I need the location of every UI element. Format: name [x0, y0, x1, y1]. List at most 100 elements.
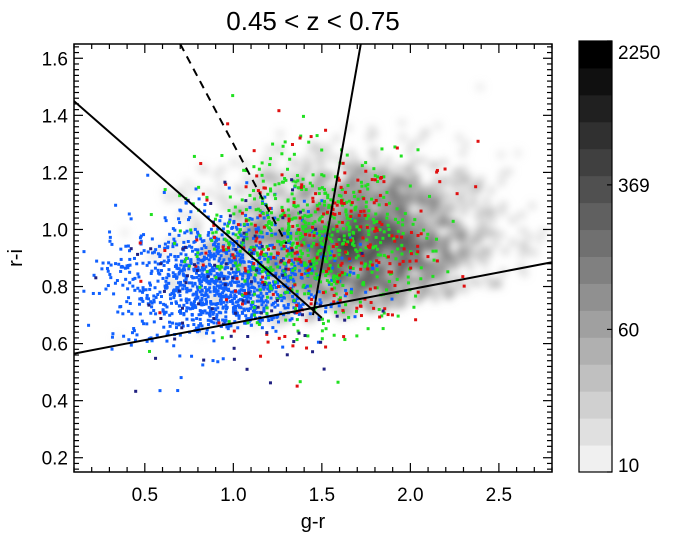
data-point	[415, 252, 419, 256]
density-cell	[403, 268, 412, 277]
data-point	[172, 237, 176, 241]
data-point	[198, 285, 202, 289]
data-point	[349, 216, 353, 220]
data-point	[245, 367, 249, 371]
data-point	[198, 282, 202, 286]
data-point	[321, 230, 325, 234]
data-point	[255, 299, 259, 303]
density-cell	[295, 190, 304, 199]
data-point	[304, 230, 308, 234]
density-cell	[446, 231, 455, 240]
data-point	[244, 314, 248, 318]
data-point	[205, 195, 209, 199]
data-point	[196, 288, 200, 292]
data-point	[361, 254, 365, 258]
data-point	[184, 263, 188, 267]
density-cell	[530, 248, 539, 257]
data-point	[245, 237, 249, 241]
data-point	[208, 263, 212, 267]
data-point	[387, 227, 391, 231]
data-point	[252, 290, 256, 294]
data-point	[232, 297, 236, 301]
data-point	[324, 327, 328, 331]
data-point	[356, 197, 360, 201]
density-cell	[474, 212, 483, 221]
data-point	[132, 256, 136, 260]
data-point	[224, 251, 228, 255]
density-cell	[458, 222, 467, 231]
data-point	[292, 323, 296, 327]
data-point	[342, 201, 346, 205]
data-point	[215, 250, 219, 254]
data-point	[238, 289, 242, 293]
data-point	[150, 237, 154, 241]
density-cell	[352, 161, 361, 170]
density-cell	[260, 235, 269, 244]
data-point	[250, 250, 254, 254]
density-cell	[403, 211, 412, 220]
data-point	[216, 360, 220, 364]
data-point	[225, 239, 229, 243]
data-point	[286, 235, 290, 239]
data-point	[206, 233, 210, 237]
data-points	[82, 94, 480, 393]
data-point	[240, 277, 244, 281]
data-point	[252, 313, 256, 317]
data-point	[145, 293, 149, 297]
density-cell	[357, 292, 366, 301]
data-point	[135, 262, 139, 266]
data-point	[217, 321, 221, 325]
data-point	[246, 270, 250, 274]
data-point	[100, 267, 104, 271]
data-point	[263, 257, 267, 261]
data-point	[182, 312, 186, 316]
data-point	[207, 258, 211, 262]
data-point	[291, 284, 295, 288]
data-point	[237, 280, 241, 284]
data-point	[264, 276, 268, 280]
data-point	[340, 220, 344, 224]
data-point	[148, 287, 152, 291]
data-point	[368, 264, 372, 268]
data-point	[240, 310, 244, 314]
data-point	[219, 264, 223, 268]
data-point	[236, 284, 240, 288]
data-point	[184, 281, 188, 285]
data-point	[347, 257, 351, 261]
data-point	[345, 153, 349, 157]
data-point	[309, 284, 313, 288]
data-point	[183, 231, 187, 235]
data-point	[287, 214, 291, 218]
data-point	[231, 270, 235, 274]
data-point	[254, 267, 258, 271]
density-cell	[323, 143, 332, 152]
data-point	[233, 309, 237, 313]
density-cell	[229, 203, 238, 212]
data-point	[232, 346, 236, 350]
density-cell	[401, 254, 410, 263]
density-cell	[487, 216, 496, 225]
density-cell	[416, 221, 425, 230]
data-point	[280, 247, 284, 251]
data-point	[266, 340, 270, 344]
data-point	[313, 257, 317, 261]
data-point	[250, 285, 254, 289]
colorbar-label: 10	[618, 456, 639, 477]
density-cell	[337, 189, 346, 198]
data-point	[285, 249, 289, 253]
data-point	[294, 307, 298, 311]
data-point	[435, 170, 439, 174]
data-point	[245, 296, 249, 300]
density-cell	[390, 262, 399, 271]
data-point	[281, 295, 285, 299]
density-cell	[324, 249, 333, 258]
data-point	[303, 261, 307, 265]
data-point	[317, 192, 321, 196]
data-point	[310, 184, 314, 188]
data-point	[148, 349, 152, 353]
data-point	[171, 321, 175, 325]
density-cell	[213, 170, 222, 179]
data-point	[139, 279, 143, 283]
density-cell	[322, 173, 331, 182]
data-point	[366, 187, 370, 191]
